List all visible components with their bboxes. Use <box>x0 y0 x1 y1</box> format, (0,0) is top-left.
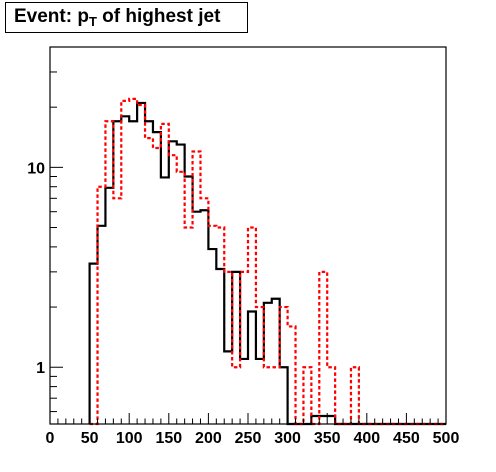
x-tick-label: 250 <box>235 430 262 447</box>
x-tick-label: 50 <box>81 430 99 447</box>
title-box: Event: pT of highest jet <box>5 2 248 33</box>
y-tick-label: 1 <box>36 360 45 377</box>
x-tick-label: 150 <box>155 430 182 447</box>
x-tick-label: 200 <box>195 430 222 447</box>
series-solid-black <box>88 101 446 426</box>
x-tick-label: 350 <box>314 430 341 447</box>
chart-title: Event: pT of highest jet <box>14 6 221 29</box>
chart-title-main: Event: p <box>14 6 89 27</box>
x-tick-label: 500 <box>433 430 460 447</box>
axes-layer: 0 50 100 150 200 250 300 350 400 450 500 1 10 <box>27 71 460 447</box>
chart-title-subscript: T <box>88 14 97 29</box>
chart-title-suffix: of highest jet <box>96 6 221 27</box>
x-tick-label: 300 <box>274 430 301 447</box>
x-tick-label: 0 <box>46 430 55 447</box>
x-tick-label: 400 <box>353 430 380 447</box>
series-layer <box>88 97 446 426</box>
x-tick-label: 450 <box>393 430 420 447</box>
y-tick-label: 10 <box>27 160 45 177</box>
x-tick-label: 100 <box>116 430 143 447</box>
series-dashed-red <box>89 97 446 426</box>
